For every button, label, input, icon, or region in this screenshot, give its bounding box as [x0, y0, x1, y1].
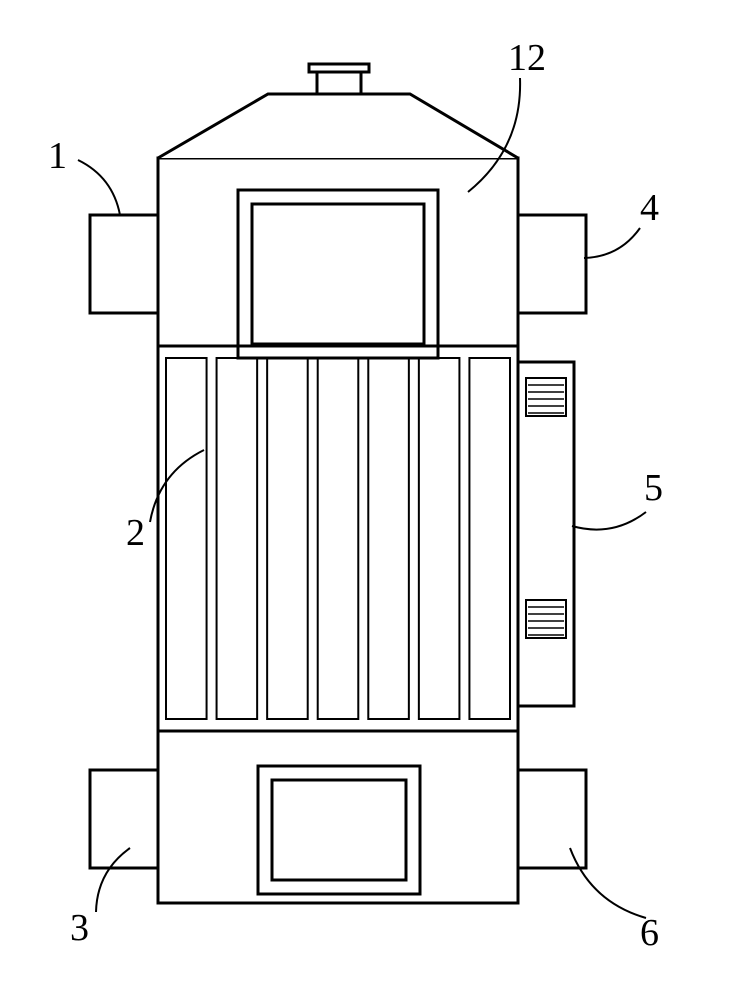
label-4: 4: [640, 187, 659, 229]
label-6: 6: [640, 912, 659, 954]
port-4: [518, 215, 586, 313]
port-1: [90, 215, 158, 313]
label-2: 2: [126, 512, 145, 554]
nozzle-neck: [317, 72, 361, 94]
port-6: [518, 770, 586, 868]
mid-section: [158, 346, 518, 731]
top-section: [158, 158, 518, 346]
bottom-section: [158, 731, 518, 903]
label-5: 5: [644, 467, 663, 509]
label-12: 12: [508, 37, 546, 79]
nozzle-flange: [309, 64, 369, 72]
label-1: 1: [48, 135, 67, 177]
label-3: 3: [70, 907, 89, 949]
